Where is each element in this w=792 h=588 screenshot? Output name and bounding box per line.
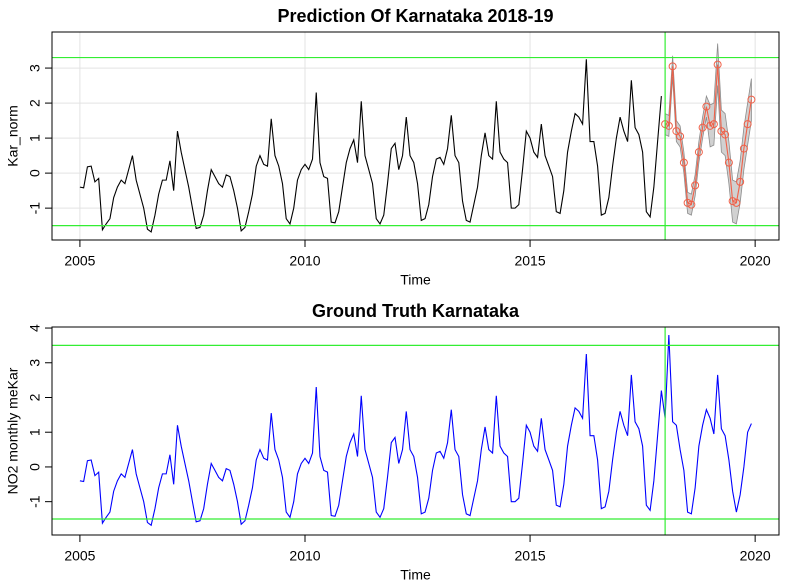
point xyxy=(668,62,677,71)
point xyxy=(713,60,722,69)
plot-frame xyxy=(51,326,780,536)
point xyxy=(736,177,745,186)
y-tick-label: 4 xyxy=(27,324,43,332)
x-tick-label: 2015 xyxy=(514,548,545,564)
series-line xyxy=(79,59,662,233)
x-tick-label: 2020 xyxy=(740,548,771,564)
x-tick-label: 2015 xyxy=(514,253,545,269)
point xyxy=(732,198,741,207)
y-tick-label: 0 xyxy=(27,463,43,471)
y-tick-label: 3 xyxy=(27,359,43,367)
point xyxy=(747,95,756,104)
point xyxy=(698,123,707,132)
point xyxy=(691,181,700,190)
x-axis-label: Time xyxy=(400,272,431,288)
y-tick-label: -1 xyxy=(27,495,43,508)
chart-title: Ground Truth Karnataka xyxy=(312,301,520,321)
series-line xyxy=(79,334,752,527)
point xyxy=(683,198,692,207)
point xyxy=(679,158,688,167)
point xyxy=(743,120,752,129)
y-tick-label: 1 xyxy=(27,134,43,142)
point xyxy=(672,127,681,136)
point xyxy=(724,158,733,167)
x-axis-label: Time xyxy=(400,567,431,583)
y-tick-label: 1 xyxy=(27,428,43,436)
plot-frame xyxy=(51,31,780,241)
x-tick-label: 2005 xyxy=(64,548,95,564)
y-tick-label: 2 xyxy=(27,393,43,401)
point xyxy=(728,197,737,206)
y-tick-label: 3 xyxy=(27,64,43,72)
x-tick-label: 2005 xyxy=(64,253,95,269)
x-tick-label: 2020 xyxy=(740,253,771,269)
prediction-band xyxy=(664,43,752,225)
chart-title: Prediction Of Karnataka 2018-19 xyxy=(277,6,553,26)
y-tick-label: -1 xyxy=(27,202,43,215)
y-tick-label: 0 xyxy=(27,169,43,177)
point xyxy=(702,102,711,111)
point xyxy=(721,130,730,139)
x-tick-label: 2010 xyxy=(289,253,320,269)
y-tick-label: 2 xyxy=(27,99,43,107)
point xyxy=(709,120,718,129)
point xyxy=(687,200,696,209)
point xyxy=(706,121,715,130)
point xyxy=(694,148,703,157)
y-axis-label: NO2 monthly meKar xyxy=(5,367,21,494)
y-axis-label: Kar_norm xyxy=(5,105,21,166)
point xyxy=(739,144,748,153)
x-tick-label: 2010 xyxy=(289,548,320,564)
point xyxy=(676,132,685,141)
